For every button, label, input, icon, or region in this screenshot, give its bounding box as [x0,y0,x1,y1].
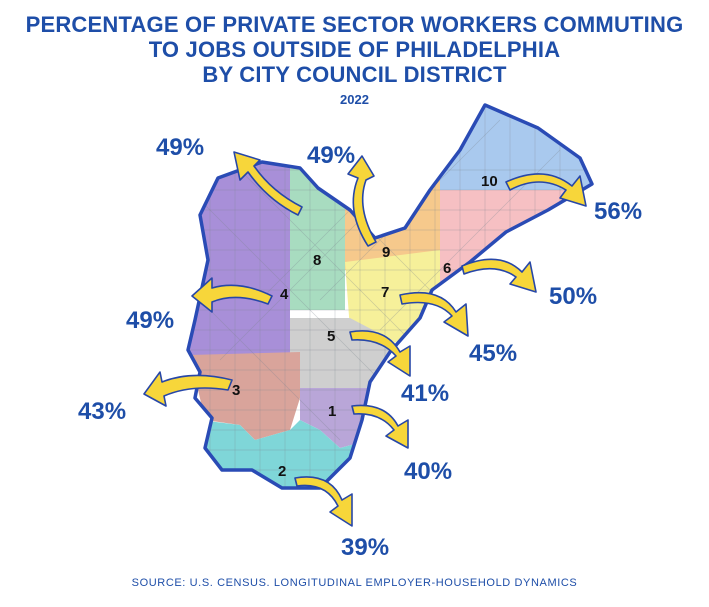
percent-label-district-9: 49% [307,142,356,169]
district-label-9: 9 [382,244,391,261]
district-label-8: 8 [313,252,322,269]
arrow-district-6 [461,258,537,293]
district-label-1: 1 [328,403,337,420]
district-label-2: 2 [278,463,287,480]
percent-label-district-6: 50% [549,283,598,310]
year-label: 2022 [340,92,369,107]
arrow-district-10 [505,173,587,207]
title-line-1: PERCENTAGE OF PRIVATE SECTOR WORKERS COM… [25,12,684,37]
arrow-district-8 [233,151,303,216]
arrow-district-5 [349,330,411,377]
district-label-6: 6 [443,260,452,277]
arrow-district-1 [351,404,409,449]
arrow-district-7 [399,291,469,337]
chart-title: PERCENTAGE OF PRIVATE SECTOR WORKERS COM… [0,12,709,87]
district-label-3: 3 [232,382,241,399]
percent-label-district-10: 56% [594,198,643,225]
district-label-10: 10 [481,173,498,190]
city-outline [186,103,594,490]
arrow-district-2 [294,476,353,527]
percent-label-district-2: 39% [341,534,390,561]
arrow-district-3 [143,371,233,407]
source-note: SOURCE: U.S. CENSUS. LONGITUDINAL EMPLOY… [131,577,578,589]
title-line-3: BY CITY COUNCIL DISTRICT [202,62,507,87]
percent-label-district-8: 49% [156,134,205,161]
percent-label-district-3: 43% [78,398,127,425]
percent-label-district-7: 45% [469,340,518,367]
percent-label-district-1: 40% [404,458,453,485]
district-label-7: 7 [381,284,390,301]
title-line-2: TO JOBS OUTSIDE OF PHILADELPHIA [148,37,561,62]
district-label-5: 5 [327,328,336,345]
district-3-region [190,352,300,440]
commute-arrows [143,151,587,527]
percent-label-district-4: 49% [126,307,175,334]
arrow-district-4 [191,277,273,313]
arrow-district-9 [347,155,377,247]
district-label-4: 4 [280,286,289,303]
percent-label-district-5: 41% [401,380,450,407]
